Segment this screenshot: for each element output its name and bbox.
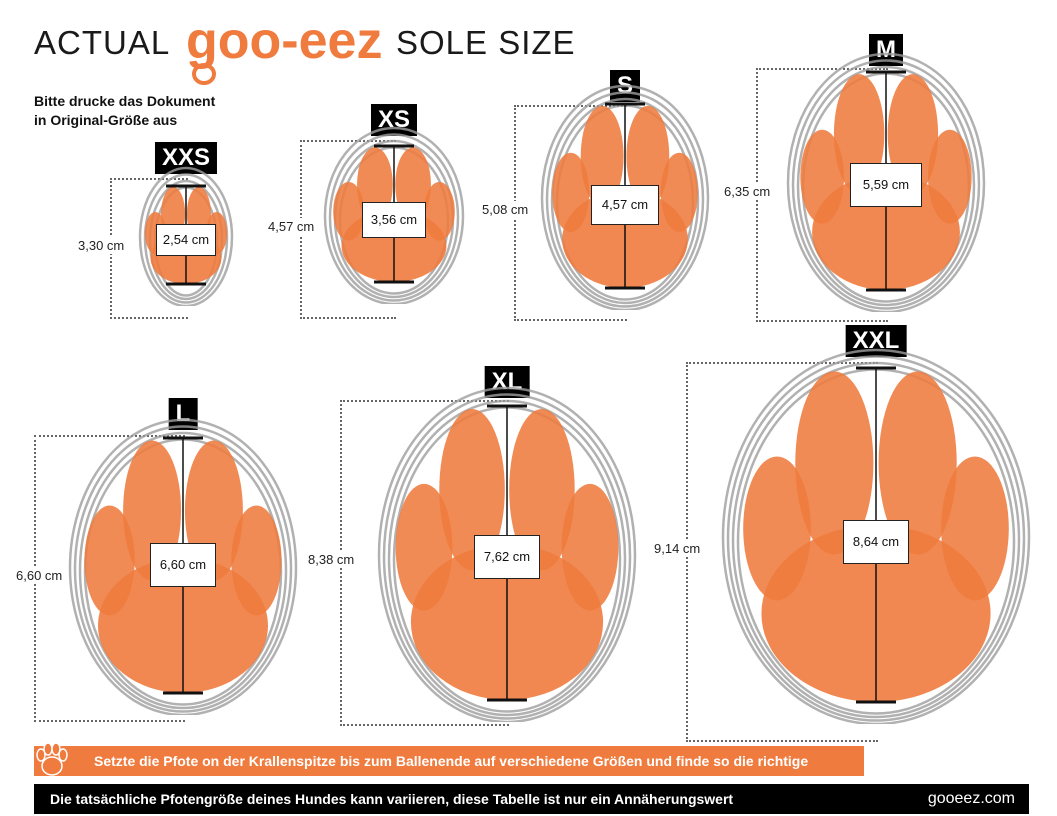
sole-ring bbox=[73, 425, 293, 713]
width-label: 3,56 cm bbox=[362, 202, 426, 238]
width-label: 5,59 cm bbox=[850, 163, 922, 207]
paw-toe bbox=[439, 408, 505, 571]
website-link[interactable]: gooeez.com bbox=[927, 790, 1015, 807]
sole-ring bbox=[791, 59, 981, 310]
height-label: 6,35 cm bbox=[722, 183, 773, 200]
height-label: 3,30 cm bbox=[76, 236, 127, 254]
height-label: 6,60 cm bbox=[14, 566, 65, 584]
sole-ring bbox=[328, 133, 460, 302]
width-label: 6,60 cm bbox=[150, 543, 216, 587]
print-note: Bitte drucke das Dokument in Original-Gr… bbox=[34, 92, 264, 130]
print-note-line2: in Original-Größe aus bbox=[34, 112, 178, 128]
paw-print bbox=[786, 52, 986, 312]
header-suffix: SOLE SIZE bbox=[396, 24, 576, 61]
width-label: 4,57 cm bbox=[591, 185, 659, 225]
paw-toe bbox=[580, 105, 624, 207]
sole-ring bbox=[796, 65, 976, 307]
width-label: 2,54 cm bbox=[156, 224, 216, 256]
sole-ring bbox=[786, 52, 986, 312]
height-label: 8,38 cm bbox=[306, 551, 357, 568]
width-label: 8,64 cm bbox=[843, 520, 909, 564]
paw-toe bbox=[795, 371, 874, 555]
paw-print bbox=[68, 418, 298, 715]
sole-ring bbox=[721, 348, 1031, 724]
instruction-banner: Setzte die Pfote on der Krallenspitze bi… bbox=[34, 742, 864, 776]
disclaimer-banner: Die tatsächliche Pfotengröße deines Hund… bbox=[34, 784, 1029, 814]
sole-ring bbox=[138, 166, 234, 306]
height-label: 9,14 cm bbox=[652, 540, 703, 557]
sole-ring bbox=[545, 91, 705, 308]
sole-ring bbox=[68, 418, 298, 715]
print-note-line1: Bitte drucke das Dokument bbox=[34, 93, 216, 109]
brand-logo: goo-eez bbox=[186, 14, 382, 85]
width-label: 7,62 cm bbox=[474, 535, 540, 579]
paw-print bbox=[377, 386, 637, 722]
sole-ring bbox=[78, 431, 288, 710]
paw-toe bbox=[626, 105, 670, 207]
paw-print bbox=[721, 348, 1031, 724]
sole-ring bbox=[387, 399, 627, 717]
sole-ring bbox=[726, 355, 1026, 722]
sole-ring bbox=[731, 361, 1021, 719]
instruction-text: Setzte die Pfote on der Krallenspitze bi… bbox=[94, 753, 809, 769]
height-label: 5,08 cm bbox=[480, 201, 531, 218]
sole-ring bbox=[382, 393, 632, 720]
paw-icon bbox=[36, 742, 68, 776]
disclaimer-text: Die tatsächliche Pfotengröße deines Hund… bbox=[50, 791, 734, 807]
sole-ring bbox=[143, 173, 229, 304]
paw-toe bbox=[878, 371, 957, 555]
header-prefix: ACTUAL bbox=[34, 24, 171, 61]
height-label: 4,57 cm bbox=[266, 217, 317, 235]
paw-toe bbox=[509, 408, 575, 571]
size-tag: XL bbox=[484, 366, 530, 398]
sole-ring bbox=[323, 126, 465, 304]
svg-text:goo-eez: goo-eez bbox=[186, 14, 382, 70]
sole-ring bbox=[377, 386, 637, 722]
sole-ring bbox=[550, 97, 700, 305]
sole-ring bbox=[540, 84, 710, 310]
